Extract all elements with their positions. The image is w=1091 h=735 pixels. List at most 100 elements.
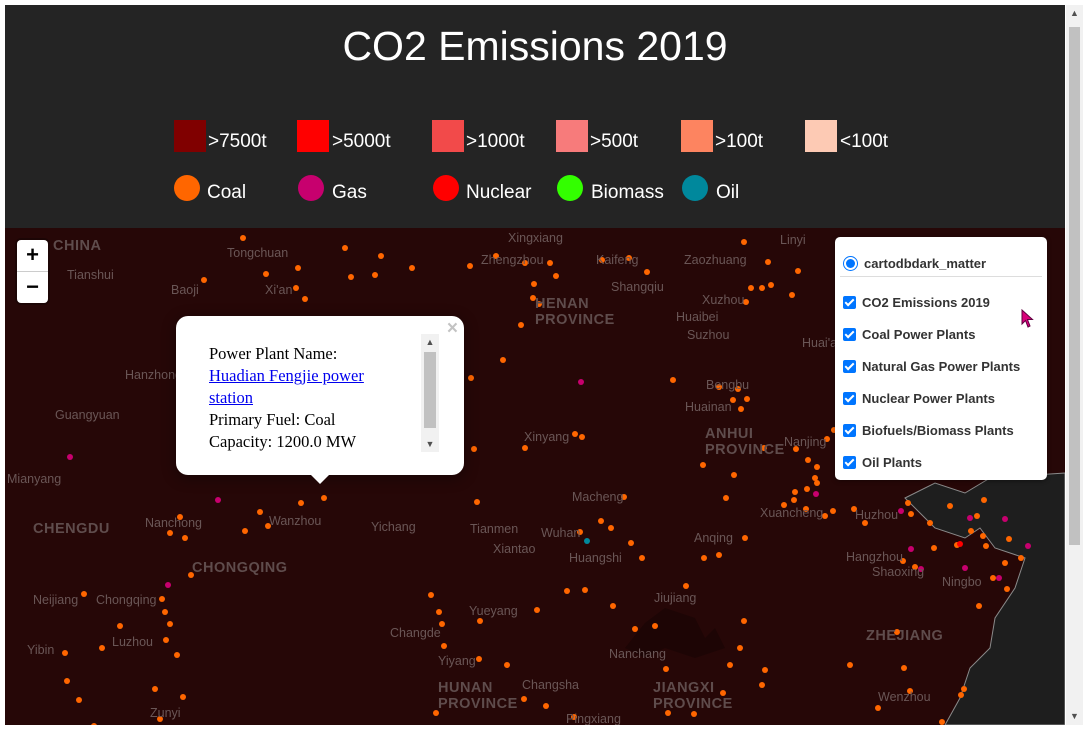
- plant-marker[interactable]: [553, 273, 559, 279]
- checkbox-checked-icon[interactable]: [843, 391, 856, 405]
- plant-marker[interactable]: [894, 629, 900, 635]
- plant-marker[interactable]: [727, 662, 733, 668]
- plant-marker[interactable]: [91, 723, 97, 725]
- plant-marker[interactable]: [242, 528, 248, 534]
- plant-marker[interactable]: [293, 285, 299, 291]
- plant-marker[interactable]: [744, 396, 750, 402]
- plant-marker[interactable]: [165, 582, 171, 588]
- plant-marker[interactable]: [803, 506, 809, 512]
- checkbox-checked-icon[interactable]: [843, 423, 856, 437]
- plant-marker[interactable]: [433, 710, 439, 716]
- plant-marker[interactable]: [62, 650, 68, 656]
- plant-marker[interactable]: [814, 464, 820, 470]
- plant-marker[interactable]: [477, 618, 483, 624]
- plant-marker[interactable]: [983, 543, 989, 549]
- plant-marker[interactable]: [188, 572, 194, 578]
- plant-marker[interactable]: [781, 502, 787, 508]
- plant-marker[interactable]: [578, 379, 584, 385]
- plant-marker[interactable]: [476, 656, 482, 662]
- plant-marker[interactable]: [652, 623, 658, 629]
- plant-marker[interactable]: [875, 705, 881, 711]
- plant-marker[interactable]: [789, 292, 795, 298]
- checkbox-checked-icon[interactable]: [843, 359, 856, 373]
- plant-marker[interactable]: [1025, 543, 1031, 549]
- overlay-coal[interactable]: Coal Power Plants: [843, 325, 975, 343]
- plant-marker[interactable]: [1004, 586, 1010, 592]
- plant-marker[interactable]: [504, 662, 510, 668]
- popup-scroll-thumb[interactable]: [424, 352, 436, 428]
- plant-marker[interactable]: [731, 472, 737, 478]
- plant-marker[interactable]: [765, 259, 771, 265]
- plant-marker[interactable]: [493, 253, 499, 259]
- plant-marker[interactable]: [81, 591, 87, 597]
- overlay-nuclear[interactable]: Nuclear Power Plants: [843, 389, 995, 407]
- plant-marker[interactable]: [990, 575, 996, 581]
- plant-marker[interactable]: [177, 514, 183, 520]
- plant-marker[interactable]: [174, 652, 180, 658]
- plant-marker[interactable]: [795, 268, 801, 274]
- plant-marker[interactable]: [974, 513, 980, 519]
- base-layer-option[interactable]: cartodbdark_matter: [843, 254, 986, 272]
- plant-marker[interactable]: [737, 645, 743, 651]
- plant-marker[interactable]: [571, 714, 577, 720]
- plant-marker[interactable]: [621, 494, 627, 500]
- scroll-up-icon[interactable]: ▲: [1070, 8, 1079, 18]
- plant-marker[interactable]: [610, 603, 616, 609]
- plant-marker[interactable]: [741, 239, 747, 245]
- plant-marker[interactable]: [814, 480, 820, 486]
- plant-marker[interactable]: [521, 696, 527, 702]
- scroll-thumb[interactable]: [1069, 27, 1080, 545]
- plant-marker[interactable]: [980, 533, 986, 539]
- plant-marker[interactable]: [1002, 516, 1008, 522]
- plant-marker[interactable]: [905, 500, 911, 506]
- plant-marker[interactable]: [947, 503, 953, 509]
- plant-marker[interactable]: [467, 263, 473, 269]
- plant-marker[interactable]: [162, 609, 168, 615]
- plant-marker[interactable]: [522, 260, 528, 266]
- plant-marker[interactable]: [824, 436, 830, 442]
- plant-marker[interactable]: [632, 626, 638, 632]
- plant-marker[interactable]: [598, 518, 604, 524]
- plant-marker[interactable]: [163, 637, 169, 643]
- plant-marker[interactable]: [931, 545, 937, 551]
- plant-marker[interactable]: [215, 497, 221, 503]
- popup-scrollbar[interactable]: ▲ ▼: [421, 334, 439, 452]
- popup-scroll-up-icon[interactable]: ▲: [425, 337, 435, 347]
- plant-marker[interactable]: [683, 583, 689, 589]
- plant-marker[interactable]: [608, 525, 614, 531]
- plant-marker[interactable]: [257, 509, 263, 515]
- popup-scroll-down-icon[interactable]: ▼: [425, 439, 435, 449]
- zoom-out-button[interactable]: −: [17, 271, 48, 303]
- plant-marker[interactable]: [167, 530, 173, 536]
- plant-marker[interactable]: [599, 257, 605, 263]
- plant-marker[interactable]: [167, 621, 173, 627]
- plant-marker[interactable]: [117, 623, 123, 629]
- plant-marker[interactable]: [901, 665, 907, 671]
- plant-marker[interactable]: [582, 587, 588, 593]
- plant-marker[interactable]: [738, 406, 744, 412]
- plant-marker[interactable]: [759, 682, 765, 688]
- plant-marker[interactable]: [981, 497, 987, 503]
- plant-marker[interactable]: [862, 520, 868, 526]
- plant-marker[interactable]: [741, 618, 747, 624]
- plant-marker[interactable]: [342, 245, 348, 251]
- plant-marker[interactable]: [564, 588, 570, 594]
- page-scrollbar[interactable]: ▲ ▼: [1066, 5, 1083, 725]
- plant-marker[interactable]: [691, 711, 697, 717]
- popup-plant-name-link[interactable]: Huadian Fengjie power station: [209, 366, 364, 407]
- plant-marker[interactable]: [791, 497, 797, 503]
- plant-marker[interactable]: [201, 277, 207, 283]
- plant-marker[interactable]: [626, 255, 632, 261]
- plant-marker[interactable]: [534, 607, 540, 613]
- plant-marker[interactable]: [961, 686, 967, 692]
- plant-marker[interactable]: [847, 662, 853, 668]
- plant-marker[interactable]: [348, 274, 354, 280]
- plant-marker[interactable]: [962, 565, 968, 571]
- plant-marker[interactable]: [441, 643, 447, 649]
- scroll-down-icon[interactable]: ▼: [1070, 711, 1079, 721]
- plant-marker[interactable]: [716, 552, 722, 558]
- plant-marker[interactable]: [302, 296, 308, 302]
- plant-marker[interactable]: [543, 703, 549, 709]
- plant-marker[interactable]: [468, 375, 474, 381]
- plant-marker[interactable]: [912, 564, 918, 570]
